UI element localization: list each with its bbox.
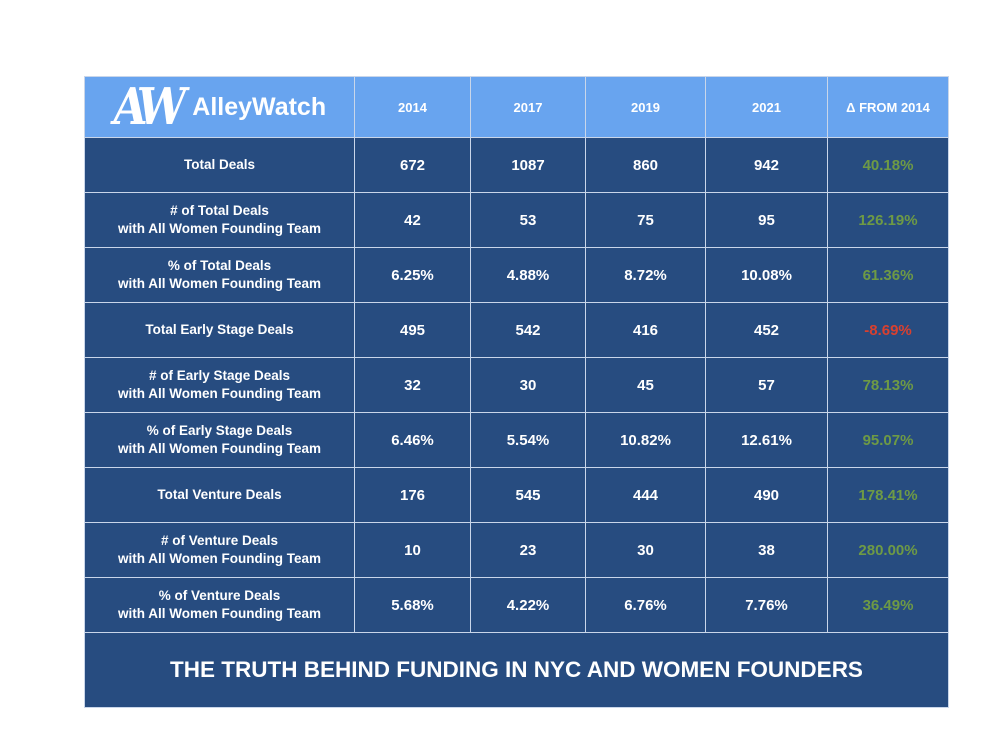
table-row: % of Total Deals with All Women Founding … <box>84 247 949 303</box>
value-cell: 10.82% <box>585 412 706 468</box>
table-row: Total Venture Deals 176 545 444 490 178.41% <box>84 467 949 523</box>
row-label-line: with All Women Founding Team <box>118 606 321 621</box>
value-cell: 4.88% <box>470 247 586 303</box>
value-cell: 95 <box>705 192 828 248</box>
row-label-line: # of Venture Deals <box>160 533 279 548</box>
row-label-line: with All Women Founding Team <box>118 386 321 401</box>
logo-mark: AW <box>108 77 183 137</box>
col-header: 2014 <box>354 76 471 138</box>
value-cell: 32 <box>354 357 471 413</box>
row-label-line: Total Early Stage Deals <box>145 322 294 337</box>
value-cell: 42 <box>354 192 471 248</box>
delta-cell: 61.36% <box>827 247 949 303</box>
delta-cell: 178.41% <box>827 467 949 523</box>
value-cell: 444 <box>585 467 706 523</box>
table-body: Total Deals 672 1087 860 942 40.18% # of Total… <box>84 137 949 633</box>
row-label-line: # of Early Stage Deals <box>148 368 291 383</box>
funding-table: AW AlleyWatch 2014 2017 2019 2021 Δ FROM… <box>84 76 949 708</box>
value-cell: 7.76% <box>705 577 828 633</box>
value-cell: 23 <box>470 522 586 578</box>
delta-cell: -8.69% <box>827 302 949 358</box>
row-label-line: % of Venture Deals <box>158 588 281 603</box>
row-label-line: # of Total Deals <box>170 203 269 218</box>
row-label: Total Early Stage Deals <box>84 302 355 358</box>
value-cell: 38 <box>705 522 828 578</box>
row-label: % of Total Deals with All Women Founding … <box>84 247 355 303</box>
value-cell: 10 <box>354 522 471 578</box>
value-cell: 416 <box>585 302 706 358</box>
row-label: # of Early Stage Deals with All Women Fou… <box>84 357 355 413</box>
value-cell: 4.22% <box>470 577 586 633</box>
value-cell: 860 <box>585 137 706 193</box>
value-cell: 1087 <box>470 137 586 193</box>
col-header: 2017 <box>470 76 586 138</box>
row-label-line: with All Women Founding Team <box>118 221 321 236</box>
row-label-line: with All Women Founding Team <box>118 551 321 566</box>
footer-row: THE TRUTH BEHIND FUNDING IN NYC AND WOME… <box>84 632 949 708</box>
value-cell: 6.76% <box>585 577 706 633</box>
col-header: 2021 <box>705 76 828 138</box>
row-label: % of Early Stage Deals with All Women Fou… <box>84 412 355 468</box>
value-cell: 53 <box>470 192 586 248</box>
table-row: Total Deals 672 1087 860 942 40.18% <box>84 137 949 193</box>
value-cell: 30 <box>585 522 706 578</box>
value-cell: 672 <box>354 137 471 193</box>
delta-cell: 40.18% <box>827 137 949 193</box>
delta-cell: 78.13% <box>827 357 949 413</box>
row-label: Total Venture Deals <box>84 467 355 523</box>
table-row: # of Total Deals with All Women Founding … <box>84 192 949 248</box>
value-cell: 545 <box>470 467 586 523</box>
delta-cell: 280.00% <box>827 522 949 578</box>
value-cell: 452 <box>705 302 828 358</box>
value-cell: 57 <box>705 357 828 413</box>
value-cell: 8.72% <box>585 247 706 303</box>
row-label: # of Total Deals with All Women Founding … <box>84 192 355 248</box>
delta-cell: 126.19% <box>827 192 949 248</box>
table-row: % of Early Stage Deals with All Women Fou… <box>84 412 949 468</box>
alleywatch-logo: AW AlleyWatch <box>85 78 354 137</box>
delta-cell: 36.49% <box>827 577 949 633</box>
row-label-line: % of Total Deals <box>167 258 272 273</box>
value-cell: 75 <box>585 192 706 248</box>
value-cell: 5.54% <box>470 412 586 468</box>
row-label-line: with All Women Founding Team <box>118 441 321 456</box>
value-cell: 10.08% <box>705 247 828 303</box>
row-label: % of Venture Deals with All Women Foundin… <box>84 577 355 633</box>
delta-cell: 95.07% <box>827 412 949 468</box>
value-cell: 6.25% <box>354 247 471 303</box>
table-title: THE TRUTH BEHIND FUNDING IN NYC AND WOME… <box>84 632 949 708</box>
header-row: AW AlleyWatch 2014 2017 2019 2021 Δ FROM… <box>84 76 949 138</box>
value-cell: 30 <box>470 357 586 413</box>
row-label-line: % of Early Stage Deals <box>146 423 293 438</box>
logo-cell: AW AlleyWatch <box>84 76 355 138</box>
value-cell: 495 <box>354 302 471 358</box>
logo-text: AlleyWatch <box>192 92 327 121</box>
value-cell: 5.68% <box>354 577 471 633</box>
value-cell: 942 <box>705 137 828 193</box>
value-cell: 45 <box>585 357 706 413</box>
value-cell: 12.61% <box>705 412 828 468</box>
col-header: 2019 <box>585 76 706 138</box>
value-cell: 176 <box>354 467 471 523</box>
table-row: Total Early Stage Deals 495 542 416 452 -8.69… <box>84 302 949 358</box>
value-cell: 6.46% <box>354 412 471 468</box>
table-row: % of Venture Deals with All Women Foundin… <box>84 577 949 633</box>
row-label: # of Venture Deals with All Women Foundin… <box>84 522 355 578</box>
value-cell: 542 <box>470 302 586 358</box>
row-label-line: Total Deals <box>183 157 256 172</box>
table-row: # of Venture Deals with All Women Foundin… <box>84 522 949 578</box>
value-cell: 490 <box>705 467 828 523</box>
row-label-line: with All Women Founding Team <box>118 276 321 291</box>
col-header-delta: Δ FROM 2014 <box>827 76 949 138</box>
row-label: Total Deals <box>84 137 355 193</box>
table-row: # of Early Stage Deals with All Women Fou… <box>84 357 949 413</box>
row-label-line: Total Venture Deals <box>157 487 282 502</box>
